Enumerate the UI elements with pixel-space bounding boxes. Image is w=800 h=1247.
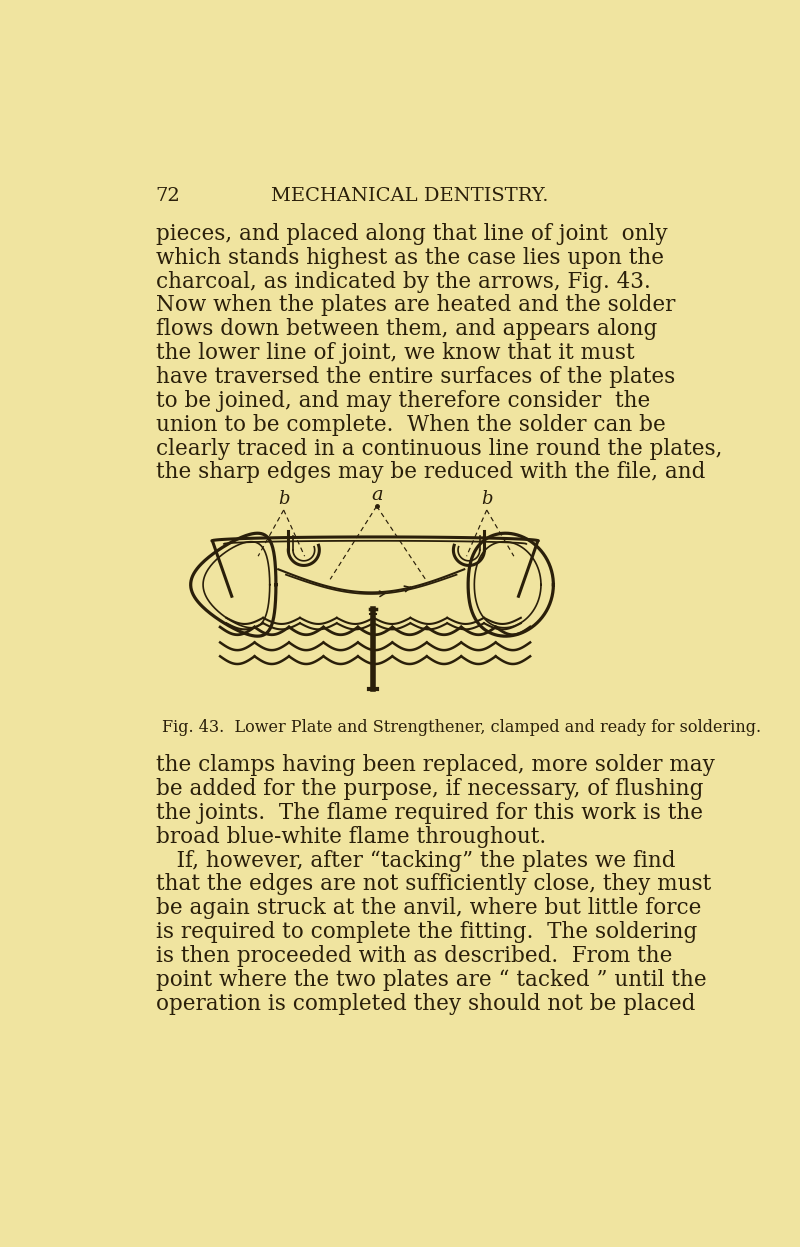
Text: a: a: [371, 486, 382, 504]
Text: charcoal, as indicated by the arrows, Fig. 43.: charcoal, as indicated by the arrows, Fi…: [156, 271, 650, 293]
Text: is required to complete the fitting.  The soldering: is required to complete the fitting. The…: [156, 922, 697, 943]
Text: flows down between them, and appears along: flows down between them, and appears alo…: [156, 318, 657, 340]
Text: 72: 72: [156, 187, 181, 205]
Text: be again struck at the anvil, where but little force: be again struck at the anvil, where but …: [156, 898, 701, 919]
Text: union to be complete.  When the solder can be: union to be complete. When the solder ca…: [156, 414, 666, 435]
Text: which stands highest as the case lies upon the: which stands highest as the case lies up…: [156, 247, 664, 268]
Polygon shape: [474, 541, 541, 627]
Text: be added for the purpose, if necessary, of flushing: be added for the purpose, if necessary, …: [156, 778, 703, 801]
Text: have traversed the entire surfaces of the plates: have traversed the entire surfaces of th…: [156, 367, 675, 388]
Text: Fig. 43.  Lower Plate and Strengthener, clamped and ready for soldering.: Fig. 43. Lower Plate and Strengthener, c…: [162, 720, 761, 737]
Text: the joints.  The flame required for this work is the: the joints. The flame required for this …: [156, 802, 702, 824]
Polygon shape: [190, 534, 276, 636]
Text: If, however, after “tacking” the plates we find: If, however, after “tacking” the plates …: [156, 849, 675, 872]
Text: point where the two plates are “ tacked ” until the: point where the two plates are “ tacked …: [156, 969, 706, 991]
Text: b: b: [278, 490, 290, 508]
Text: that the edges are not sufficiently close, they must: that the edges are not sufficiently clos…: [156, 873, 711, 895]
Polygon shape: [203, 541, 270, 627]
Text: b: b: [481, 490, 493, 508]
Text: pieces, and placed along that line of joint  only: pieces, and placed along that line of jo…: [156, 223, 667, 244]
Polygon shape: [468, 534, 554, 636]
Text: operation is completed they should not be placed: operation is completed they should not b…: [156, 993, 695, 1015]
Text: the sharp edges may be reduced with the file, and: the sharp edges may be reduced with the …: [156, 461, 705, 484]
Text: MECHANICAL DENTISTRY.: MECHANICAL DENTISTRY.: [271, 187, 549, 205]
Text: the clamps having been replaced, more solder may: the clamps having been replaced, more so…: [156, 754, 714, 776]
Text: the lower line of joint, we know that it must: the lower line of joint, we know that it…: [156, 342, 634, 364]
Text: clearly traced in a continuous line round the plates,: clearly traced in a continuous line roun…: [156, 438, 722, 460]
Text: to be joined, and may therefore consider  the: to be joined, and may therefore consider…: [156, 390, 650, 412]
Text: is then proceeded with as described.  From the: is then proceeded with as described. Fro…: [156, 945, 672, 968]
Text: Now when the plates are heated and the solder: Now when the plates are heated and the s…: [156, 294, 675, 317]
Text: broad blue-white flame throughout.: broad blue-white flame throughout.: [156, 826, 546, 848]
